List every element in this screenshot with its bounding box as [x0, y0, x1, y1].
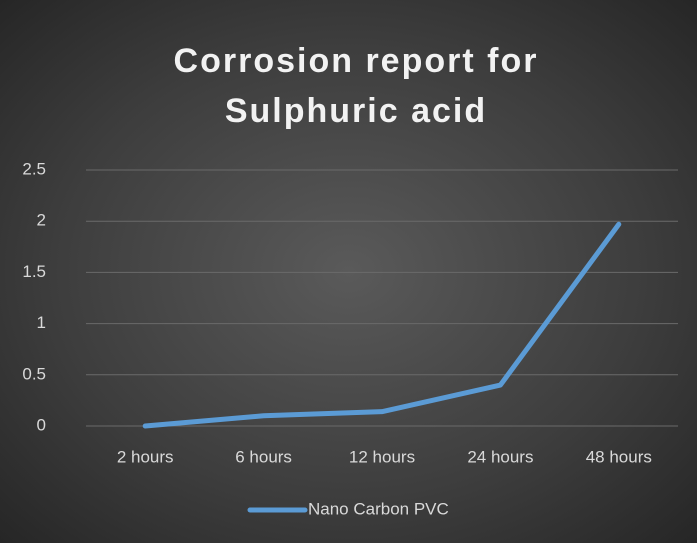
y-tick-label: 2	[37, 211, 46, 230]
y-tick-label: 2.5	[22, 159, 46, 178]
y-tick-label: 1.5	[22, 262, 46, 281]
y-tick-label: 0.5	[22, 364, 46, 383]
legend-label: Nano Carbon PVC	[308, 499, 449, 518]
y-tick-label: 0	[37, 415, 46, 434]
x-tick-label: 6 hours	[235, 447, 292, 466]
x-tick-label: 2 hours	[117, 447, 174, 466]
y-tick-label: 1	[37, 313, 46, 332]
line-series	[142, 221, 622, 429]
x-tick-label: 48 hours	[586, 447, 652, 466]
x-tick-label: 24 hours	[467, 447, 533, 466]
x-tick-label: 12 hours	[349, 447, 415, 466]
chart-title: Corrosion report for Sulphuric acid	[173, 42, 539, 130]
